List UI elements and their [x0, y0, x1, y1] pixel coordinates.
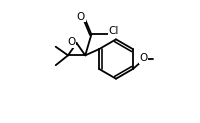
Text: O: O	[77, 12, 85, 22]
Text: Cl: Cl	[108, 26, 119, 36]
Text: O: O	[68, 37, 76, 47]
Text: O: O	[140, 53, 148, 63]
